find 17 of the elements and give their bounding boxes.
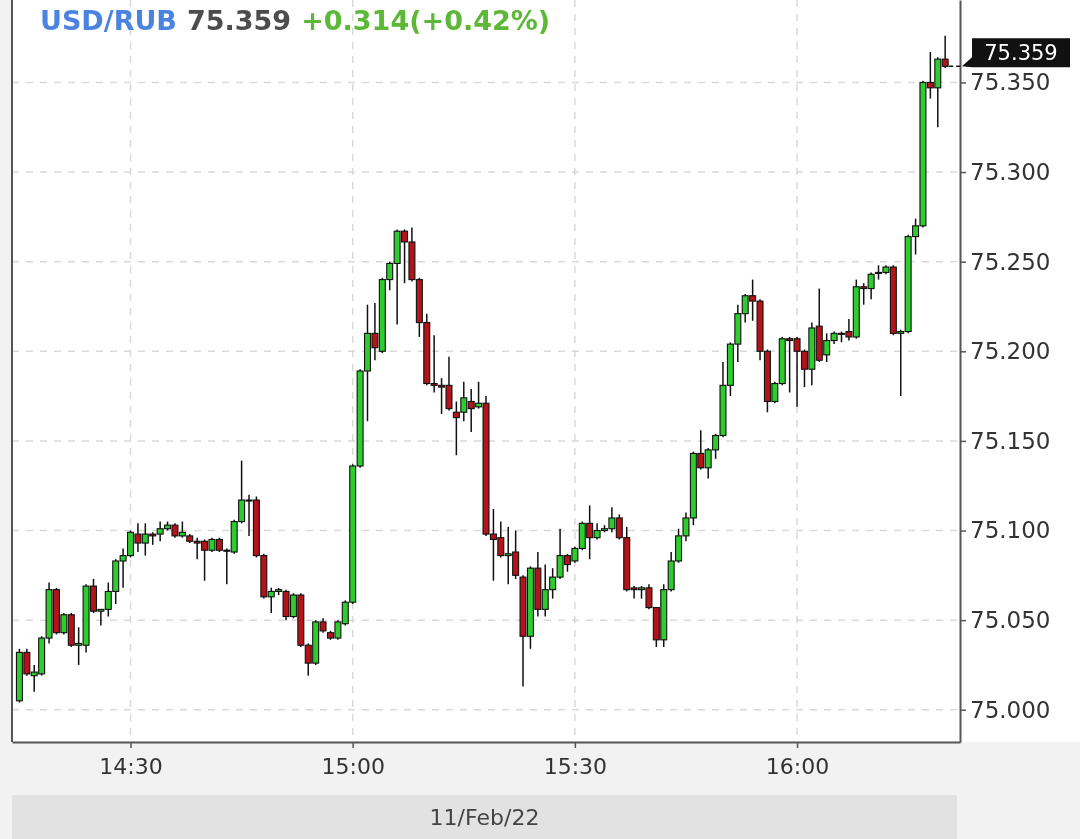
x-tick-label: 15:00: [321, 753, 385, 779]
y-tick-label: 75.300: [970, 158, 1051, 185]
y-tick-label: 75.250: [970, 248, 1051, 275]
annotation: 75.359: [984, 40, 1058, 65]
y-tick-label: 75.350: [970, 69, 1051, 96]
x-tick-label: 16:00: [765, 753, 830, 779]
x-axis-title: 11/Feb/22: [429, 804, 540, 830]
y-tick-label: 75.200: [970, 338, 1051, 365]
annotation: +0.314(+0.42%): [301, 5, 551, 36]
chart-title: USD/RUB: [40, 5, 177, 36]
y-tick-label: 75.050: [970, 606, 1051, 633]
y-tick-label: 75.100: [970, 517, 1051, 544]
x-tick-label: 15:30: [543, 753, 608, 779]
x-tick-label: 14:30: [99, 753, 163, 779]
y-tick-label: 75.000: [970, 696, 1051, 723]
y-tick-label: 75.150: [970, 427, 1051, 454]
chart-subtitle: 75.359: [186, 5, 292, 36]
